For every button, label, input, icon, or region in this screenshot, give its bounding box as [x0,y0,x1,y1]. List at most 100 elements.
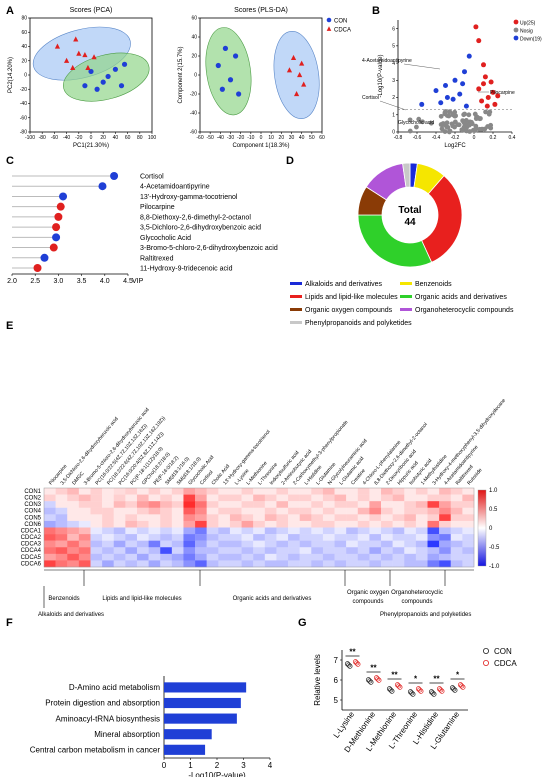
heatmap-cell [369,553,382,561]
heatmap-cell [311,547,324,555]
heatmap-cell [183,488,196,495]
heatmap-cell [241,560,254,568]
heatmap-cell [171,547,184,555]
heatmap-cell [276,520,289,528]
heatmap-cell [415,494,428,502]
heatmap-cell [439,514,451,522]
significance-label: * [414,675,418,684]
point-nosig [479,126,485,132]
group-label: compounds [401,599,432,605]
legend-label: Benzenoids [415,281,452,288]
heatmap-cell [462,560,475,568]
x-tick-label: -60 [51,135,58,141]
heatmap-cell [90,540,103,548]
heatmap-cell [264,507,277,515]
heatmap-cell [55,553,68,561]
heatmap-cell [322,560,335,568]
heatmap-cell [218,560,231,568]
lollipop-label: 8,8-Diethoxy-2,6-dimethyl-2-octanol [140,214,251,221]
heatmap-cell [55,547,68,555]
annotation-4-acetamidoantipyrine: 4-Acetamidoantipyrine [362,58,412,64]
y-tick-label: -20 [190,92,197,98]
lollipop-point [54,212,63,221]
x-tick-label: 3 [241,761,246,770]
heatmap-cell [288,501,300,508]
heatmap-cell [288,560,300,568]
x-tick-label: 40 [299,135,305,141]
heatmap-cell [439,540,451,548]
heatmap-cell [427,494,440,502]
point-nosig [486,111,492,117]
heatmap-cell [183,507,196,515]
heatmap-cell [450,553,463,561]
heatmap-cell [113,553,126,561]
heatmap-cell [229,494,242,502]
heatmap-cell [229,514,242,522]
bar-category-label: D-Amino acid metabolism [69,683,160,692]
point-con [100,79,106,85]
heatmap-cell [171,527,184,535]
heatmap-cell [148,534,161,541]
heatmap-cell [160,560,173,568]
heatmap-cell [113,507,126,515]
heatmap-cell [369,507,382,515]
point-down [438,100,444,106]
heatmap-cell [136,501,149,508]
y-tick-label: 5 [392,44,395,50]
heatmap-cell [171,514,184,522]
y-axis-label: Relative levels [313,654,322,706]
heatmap-cell [102,507,114,515]
heatmap-cell [78,527,91,535]
point-cdca [82,52,88,58]
heatmap-cell [90,501,103,508]
heatmap-cell [404,514,417,522]
heatmap-cell [160,520,173,528]
heatmap-cell [253,520,266,528]
x-tick-label: -0.2 [451,135,460,141]
point-cdca [299,60,305,66]
heatmap-cell [229,553,242,561]
annotation-line [379,100,407,111]
panel-label-a: A [6,5,14,17]
heatmap-cell [78,560,91,568]
heatmap-cell [311,553,324,561]
bar-category-label: Mineral absorption [94,730,160,739]
heatmap-cell [357,547,370,555]
heatmap-cell [276,534,289,541]
x-tick-label: 50 [309,135,315,141]
heatmap-cell [195,488,207,495]
heatmap-cell [299,507,312,515]
x-tick-label: 60 [319,135,325,141]
heatmap-cell [55,501,68,508]
point-down [444,95,450,101]
heatmap-cell [311,527,324,535]
heatmap-cell [229,534,242,541]
heatmap-cell [171,553,184,561]
heatmap-cell [55,540,68,548]
y-axis-label: -Log10(P-value) [378,54,384,97]
y-tick-label: 80 [21,16,27,22]
bar [164,729,212,740]
heatmap-cell [136,560,149,568]
heatmap-cell [160,547,173,555]
heatmap-cell [392,553,405,561]
heatmap-cell [218,527,231,535]
heatmap-cell [125,527,138,535]
x-tick-label: -40 [217,135,224,141]
x-tick-label: 0 [90,135,93,141]
heatmap-cell [136,547,149,555]
heatmap-cell [90,507,103,515]
heatmap-cell [311,514,324,522]
x-tick-label: -0.8 [394,135,403,141]
heatmap-cell [90,514,103,522]
heatmap-cell [346,520,358,528]
heatmap-cell [334,527,347,535]
heatmap-cell [78,553,91,561]
heatmap-cell [334,520,347,528]
annotation-glycocholic-acid: Glycocholic acid [398,120,434,126]
heatmap-cell [264,540,277,548]
heatmap-cell [195,520,207,528]
heatmap-cell [264,494,277,502]
heatmap-cell [183,501,196,508]
